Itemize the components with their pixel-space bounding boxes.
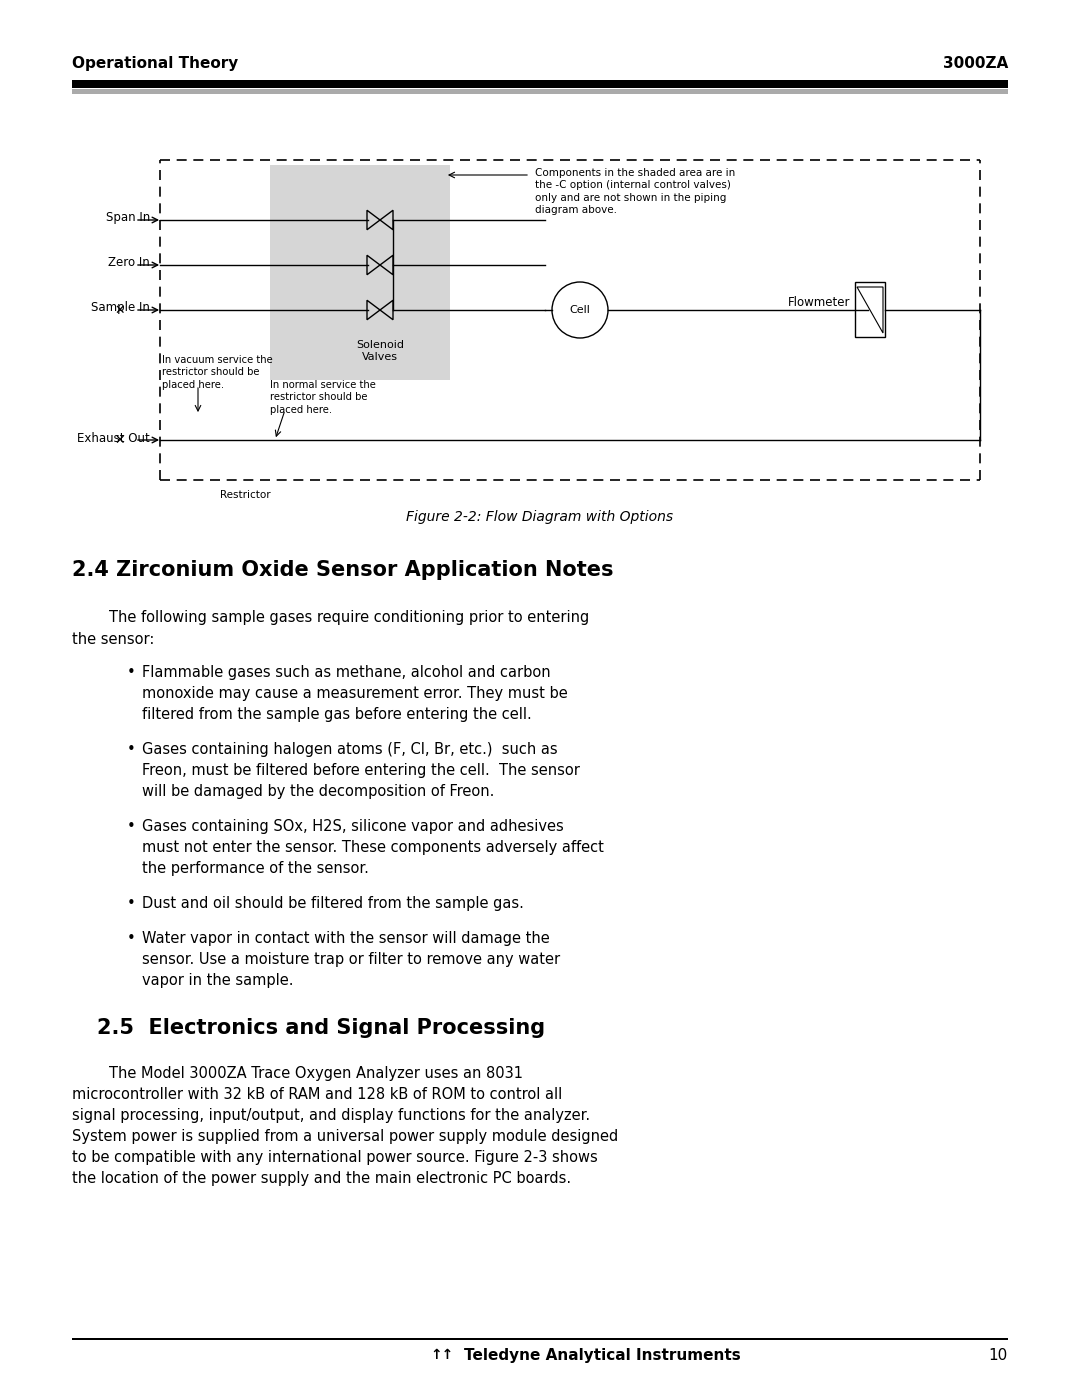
Bar bbox=[72, 80, 1008, 88]
Bar bbox=[855, 282, 885, 337]
Text: 2.4 Zirconium Oxide Sensor Application Notes: 2.4 Zirconium Oxide Sensor Application N… bbox=[72, 560, 613, 580]
Text: ↑↑: ↑↑ bbox=[430, 1348, 454, 1362]
Text: The following sample gases require conditioning prior to entering: The following sample gases require condi… bbox=[72, 610, 590, 624]
Text: Solenoid
Valves: Solenoid Valves bbox=[356, 339, 404, 362]
Bar bbox=[270, 165, 450, 380]
Text: 2.5  Electronics and Signal Processing: 2.5 Electronics and Signal Processing bbox=[97, 1018, 545, 1038]
Text: The Model 3000ZA Trace Oxygen Analyzer uses an 8031
microcontroller with 32 kB o: The Model 3000ZA Trace Oxygen Analyzer u… bbox=[72, 1066, 618, 1186]
Text: Flammable gases such as methane, alcohol and carbon
monoxide may cause a measure: Flammable gases such as methane, alcohol… bbox=[141, 665, 568, 722]
Text: ✕: ✕ bbox=[114, 303, 125, 317]
Text: 3000ZA: 3000ZA bbox=[943, 56, 1008, 71]
Text: In vacuum service the
restrictor should be
placed here.: In vacuum service the restrictor should … bbox=[162, 355, 273, 390]
Text: Teledyne Analytical Instruments: Teledyne Analytical Instruments bbox=[464, 1348, 741, 1363]
Text: Flowmeter: Flowmeter bbox=[787, 296, 850, 309]
Text: In normal service the
restrictor should be
placed here.: In normal service the restrictor should … bbox=[270, 380, 376, 415]
Text: Gases containing halogen atoms (F, Cl, Br, etc.)  such as
Freon, must be filtere: Gases containing halogen atoms (F, Cl, B… bbox=[141, 742, 580, 799]
Text: Zero In: Zero In bbox=[108, 257, 150, 270]
Text: Figure 2-2: Flow Diagram with Options: Figure 2-2: Flow Diagram with Options bbox=[406, 510, 674, 524]
Text: Sample In: Sample In bbox=[91, 302, 150, 314]
Text: Restrictor: Restrictor bbox=[220, 490, 271, 500]
Text: •: • bbox=[127, 819, 136, 834]
Text: Dust and oil should be filtered from the sample gas.: Dust and oil should be filtered from the… bbox=[141, 895, 524, 911]
Text: ✕: ✕ bbox=[114, 433, 125, 447]
Bar bbox=[72, 89, 1008, 94]
Bar bbox=[72, 1337, 1008, 1340]
Text: •: • bbox=[127, 665, 136, 680]
Text: Operational Theory: Operational Theory bbox=[72, 56, 239, 71]
Text: 10: 10 bbox=[989, 1348, 1008, 1363]
Text: Gases containing SOx, H2S, silicone vapor and adhesives
must not enter the senso: Gases containing SOx, H2S, silicone vapo… bbox=[141, 819, 604, 876]
Text: Water vapor in contact with the sensor will damage the
sensor. Use a moisture tr: Water vapor in contact with the sensor w… bbox=[141, 930, 561, 988]
Text: •: • bbox=[127, 930, 136, 946]
Text: Cell: Cell bbox=[569, 305, 591, 314]
Text: •: • bbox=[127, 895, 136, 911]
Text: the sensor:: the sensor: bbox=[72, 631, 154, 647]
Text: Components in the shaded area are in
the -C option (internal control valves)
onl: Components in the shaded area are in the… bbox=[535, 168, 735, 215]
Text: Exhaust Out: Exhaust Out bbox=[78, 432, 150, 444]
Text: •: • bbox=[127, 742, 136, 757]
Text: Span In: Span In bbox=[106, 211, 150, 225]
